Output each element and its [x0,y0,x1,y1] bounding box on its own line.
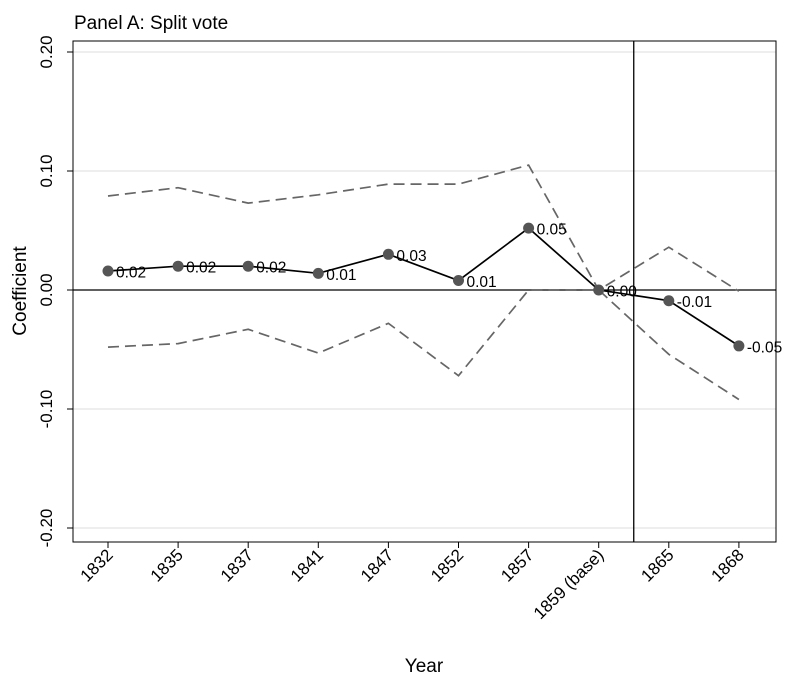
series-layer [107,164,740,401]
data-label: 0.03 [396,248,426,265]
data-point [663,295,675,307]
data-label: 0.00 [607,284,638,301]
data-point [102,265,114,277]
data-point [312,267,324,279]
data-label: -0.05 [747,339,782,356]
x-axis-label: Year [405,656,444,677]
chart-title: Panel A: Split vote [74,13,228,34]
data-labels: 0.02 0.02 0.02 0.01 0.03 0.01 0.05 0.00 -0.01 -0.… [116,222,782,357]
data-label: 0.01 [467,274,497,291]
data-label: 0.02 [256,260,286,277]
data-point [242,260,254,272]
markers [102,222,745,352]
series-upper-ci [107,164,740,292]
y-tick-label: -0.10 [37,390,56,429]
data-label: 0.02 [186,260,216,277]
data-label: 0.05 [537,222,567,239]
data-label: -0.01 [677,294,712,311]
data-point [523,222,535,234]
gridlines [73,51,776,529]
data-label: 0.02 [116,264,146,281]
y-axis-label: Coefficient [10,246,31,336]
plot-frame [72,40,777,543]
y-tick-label: 0.20 [37,35,56,68]
series-estimate [107,227,740,347]
data-point [733,340,745,352]
data-point [382,248,394,260]
data-point [593,284,605,296]
reference-lines [73,41,776,542]
data-label: 0.01 [326,267,356,284]
series-lower-ci [107,289,740,401]
data-point [172,260,184,272]
y-tick-label: 0.00 [37,273,56,306]
data-point [453,274,464,286]
y-tick-label: -0.20 [37,509,56,548]
y-tick-label: 0.10 [37,154,56,187]
